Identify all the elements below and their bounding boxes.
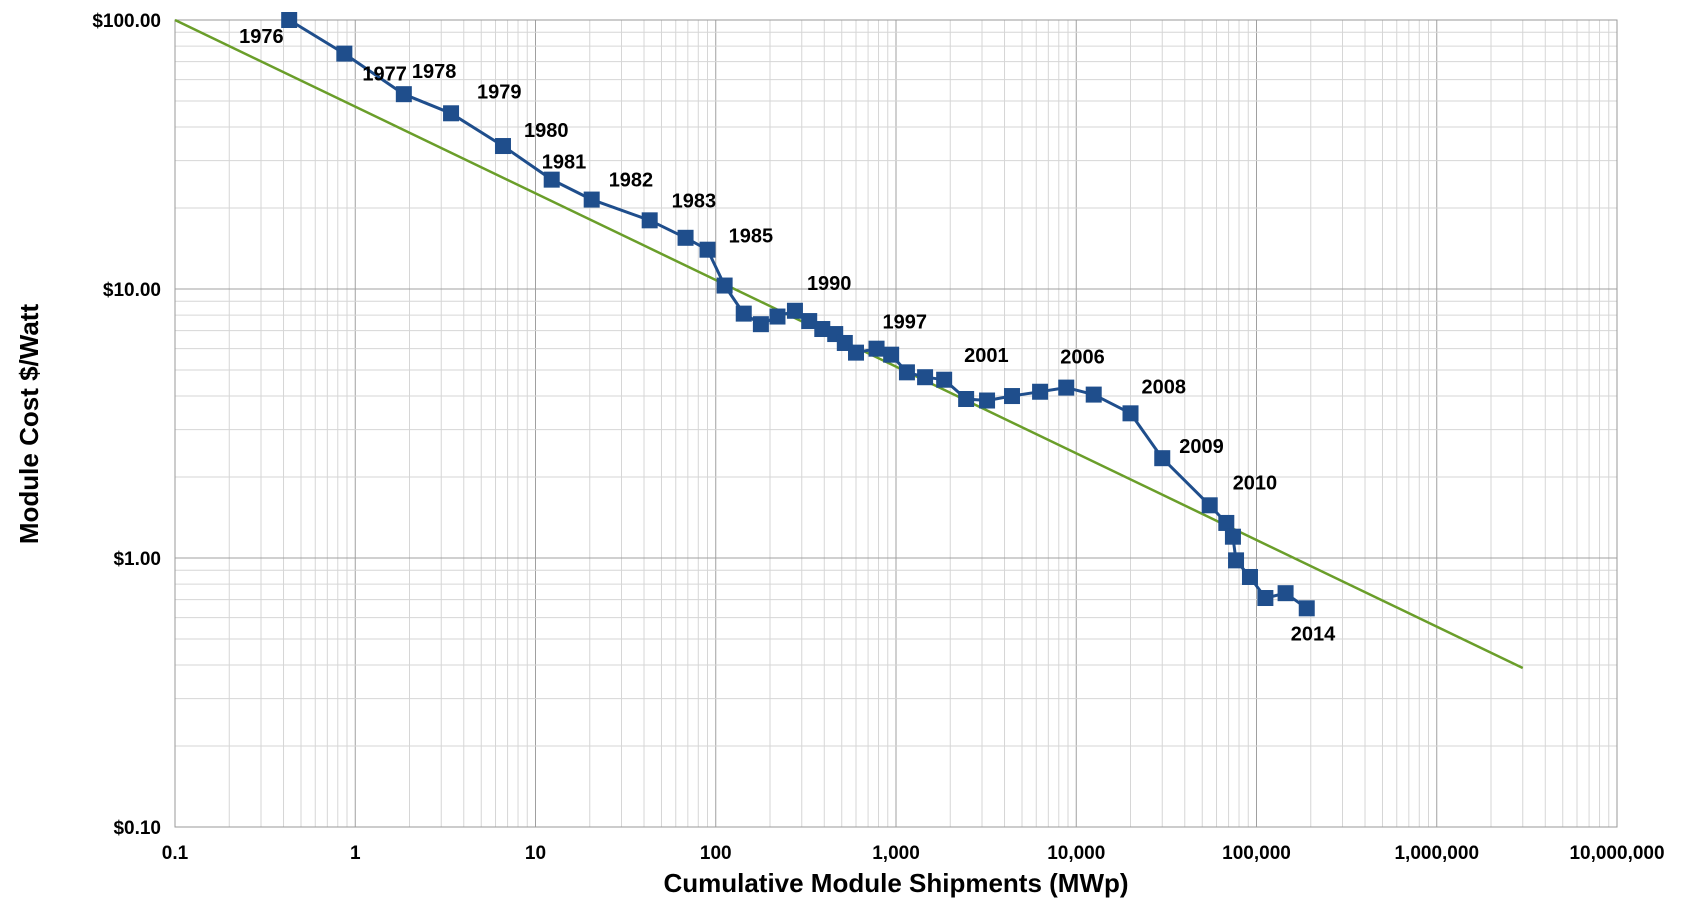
x-tick-label: 10,000,000 xyxy=(1569,843,1664,864)
x-tick-label: 100,000 xyxy=(1222,843,1291,864)
y-tick-label: $100.00 xyxy=(92,11,161,32)
x-tick-label: 10,000 xyxy=(1047,843,1105,864)
data-point-marker xyxy=(868,340,885,357)
data-point-marker xyxy=(786,302,803,319)
data-point-label: 1976 xyxy=(239,26,283,48)
data-point-marker xyxy=(1003,388,1020,405)
data-point-marker xyxy=(735,305,752,322)
y-tick-labels: $100.00 $10.00 $1.00 $0.10 xyxy=(92,11,161,839)
y-tick-label: $10.00 xyxy=(103,280,161,301)
data-point-marker xyxy=(1058,379,1075,396)
data-point-marker xyxy=(1241,568,1258,585)
x-tick-labels: 0.1 1 10 100 1,000 10,000 100,000 1,000,000 10,0… xyxy=(162,843,1665,864)
data-point-label: 2008 xyxy=(1142,376,1187,398)
data-point-marker xyxy=(583,191,600,208)
x-tick-label: 0.1 xyxy=(162,843,189,864)
data-point-marker xyxy=(677,229,694,246)
data-point-marker xyxy=(1122,405,1139,422)
data-point-marker xyxy=(883,346,900,363)
data-point-marker xyxy=(1218,514,1235,531)
data-point-marker xyxy=(716,277,733,294)
data-point-label: 1985 xyxy=(729,226,774,248)
data-point-marker xyxy=(1032,383,1049,400)
data-point-label: 1990 xyxy=(807,273,852,295)
data-point-label: 1978 xyxy=(412,61,457,83)
x-tick-label: 100 xyxy=(700,843,732,864)
data-point-label: 1982 xyxy=(609,170,654,192)
data-point-marker xyxy=(814,321,831,338)
data-point-marker xyxy=(641,212,658,229)
x-tick-label: 10 xyxy=(525,843,546,864)
series-layer xyxy=(174,12,1524,670)
x-tick-label: 1,000,000 xyxy=(1394,843,1479,864)
data-point-marker xyxy=(1154,450,1171,467)
data-point-marker xyxy=(281,12,298,28)
data-point-marker xyxy=(752,316,769,333)
data-point-marker xyxy=(1224,528,1241,545)
plot-area-border xyxy=(174,19,1618,828)
data-point-marker xyxy=(543,171,560,188)
y-axis-title: Module Cost $/Watt xyxy=(14,304,44,545)
data-point-label: 2006 xyxy=(1060,347,1105,369)
y-tick-label: $1.00 xyxy=(113,549,161,570)
data-point-label: 1977 xyxy=(362,64,407,86)
data-point-marker xyxy=(395,86,412,103)
data-point-marker xyxy=(443,105,460,122)
data-point-marker xyxy=(1298,600,1315,617)
x-axis-title: Cumulative Module Shipments (MWp) xyxy=(663,868,1128,898)
data-point-marker xyxy=(1257,590,1274,607)
data-point-label: 2009 xyxy=(1179,436,1224,458)
data-point-marker xyxy=(848,344,865,361)
data-point-marker xyxy=(699,241,716,258)
data-point-marker xyxy=(958,391,975,408)
data-point-marker xyxy=(1228,552,1245,569)
data-point-marker xyxy=(494,138,511,155)
data-point-marker xyxy=(917,369,934,386)
data-point-label: 2014 xyxy=(1291,623,1336,645)
data-point-marker xyxy=(1277,585,1294,602)
data-point-label: 2010 xyxy=(1233,472,1278,494)
x-tick-label: 1 xyxy=(350,843,361,864)
data-point-marker xyxy=(336,45,353,62)
grid xyxy=(174,20,1617,828)
data-point-marker xyxy=(1085,386,1102,403)
data-point-marker xyxy=(979,392,996,409)
x-tick-label: 1,000 xyxy=(872,843,920,864)
data-point-label: 1979 xyxy=(477,81,522,103)
data-point-marker xyxy=(801,313,818,330)
data-point-marker xyxy=(898,364,915,381)
data-point-label: 1981 xyxy=(542,152,587,174)
data-point-marker xyxy=(1201,497,1218,514)
data-point-label: 2001 xyxy=(964,345,1009,367)
data-point-marker xyxy=(769,308,786,325)
data-point-marker xyxy=(936,371,953,388)
y-tick-label: $0.10 xyxy=(113,818,161,839)
data-point-label: 1980 xyxy=(524,120,569,142)
data-point-label: 1997 xyxy=(883,312,928,334)
data-point-label: 1983 xyxy=(672,190,717,212)
